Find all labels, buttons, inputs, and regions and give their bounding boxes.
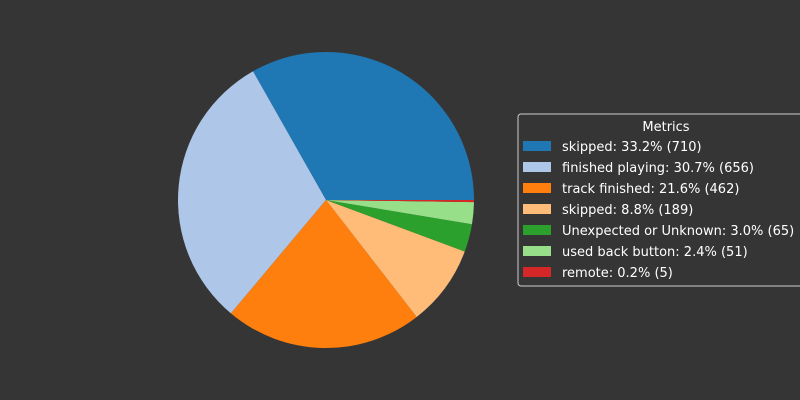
legend-label-4: Unexpected or Unknown: 3.0% (65) (562, 224, 794, 239)
legend-title: Metrics (642, 120, 689, 135)
pie-slice-6 (326, 200, 474, 203)
pie-slices (178, 51, 474, 348)
pie-slice-5 (326, 200, 474, 225)
legend-label-5: used back button: 2.4% (51) (562, 245, 748, 260)
legend-box (517, 113, 800, 287)
legend-swatch-6 (523, 267, 551, 277)
legend-swatch-0 (523, 141, 551, 151)
legend-label-3: skipped: 8.8% (189) (562, 203, 693, 218)
legend-swatch-3 (523, 204, 551, 214)
legend-swatch-5 (523, 246, 551, 256)
legend-label-6: remote: 0.2% (5) (562, 266, 673, 281)
legend-swatch-4 (523, 225, 551, 235)
pie-slice-2 (230, 200, 417, 348)
legend-label-1: finished playing: 30.7% (656) (562, 161, 754, 176)
legend-label-0: skipped: 33.2% (710) (562, 140, 702, 155)
pie-slice-3 (326, 200, 465, 317)
legend-swatch-1 (523, 162, 551, 172)
pie-slice-1 (178, 71, 326, 314)
legend-swatch-2 (523, 183, 551, 193)
pie-slice-0 (253, 51, 474, 200)
legend: Metrics skipped: 33.2% (710) finished pla… (517, 113, 800, 287)
legend-entries: skipped: 33.2% (710) finished playing: 30… (523, 140, 794, 281)
pie-slice-4 (326, 200, 472, 252)
legend-label-2: track finished: 21.6% (462) (562, 182, 739, 197)
